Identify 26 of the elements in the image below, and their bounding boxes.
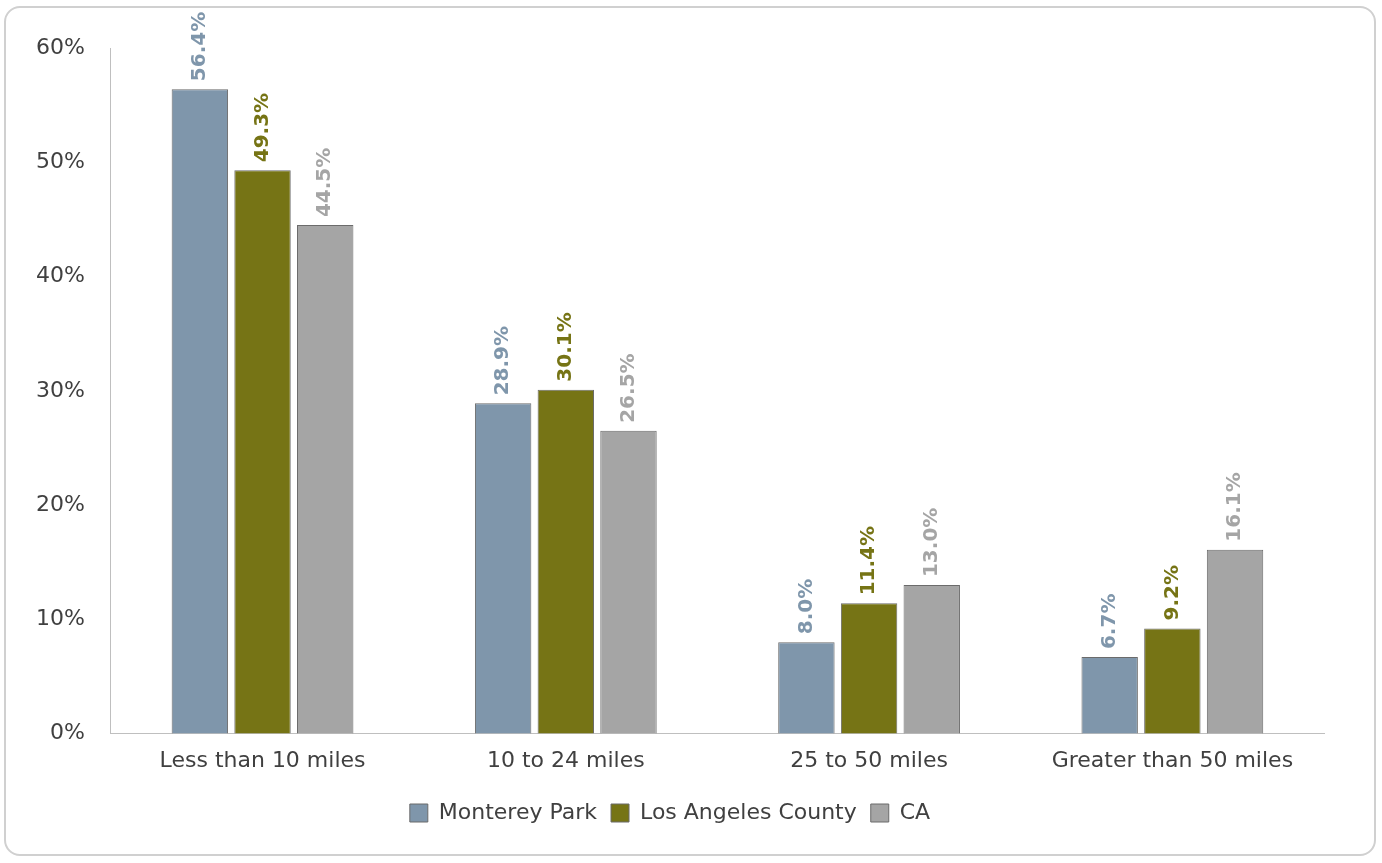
text: 56.4% [186,11,211,82]
text: 49.3% [248,92,273,163]
text: 9.2% [1158,565,1183,621]
text: 28.9% [489,325,514,396]
x-tick-label: 10 to 24 miles [486,746,645,772]
text: 16.1% [1221,472,1246,542]
text: 44.5% [311,147,336,218]
y-tick-label: 30% [35,376,85,402]
text: 6.7% [1095,593,1120,650]
text: 13.0% [917,507,942,578]
y-tick-label: 0% [49,719,85,745]
text: 11.4% [855,525,880,596]
text: 30.1% [552,312,577,382]
legend-label: Los Angeles County [640,798,857,824]
y-tick-label: 40% [35,262,85,288]
text: 8.0% [792,578,817,635]
y-tick-label: 50% [35,147,85,173]
legend-label: Monterey Park [438,798,598,824]
text: 26.5% [614,353,639,423]
x-tick-label: Greater than 50 miles [1051,746,1294,772]
x-tick-label: 25 to 50 miles [790,746,948,772]
y-tick-label: 60% [35,33,85,59]
y-tick-label: 20% [35,490,85,516]
x-tick-label: Less than 10 miles [159,746,366,772]
legend-label: CA [899,798,931,824]
y-tick-label: 10% [35,605,85,631]
